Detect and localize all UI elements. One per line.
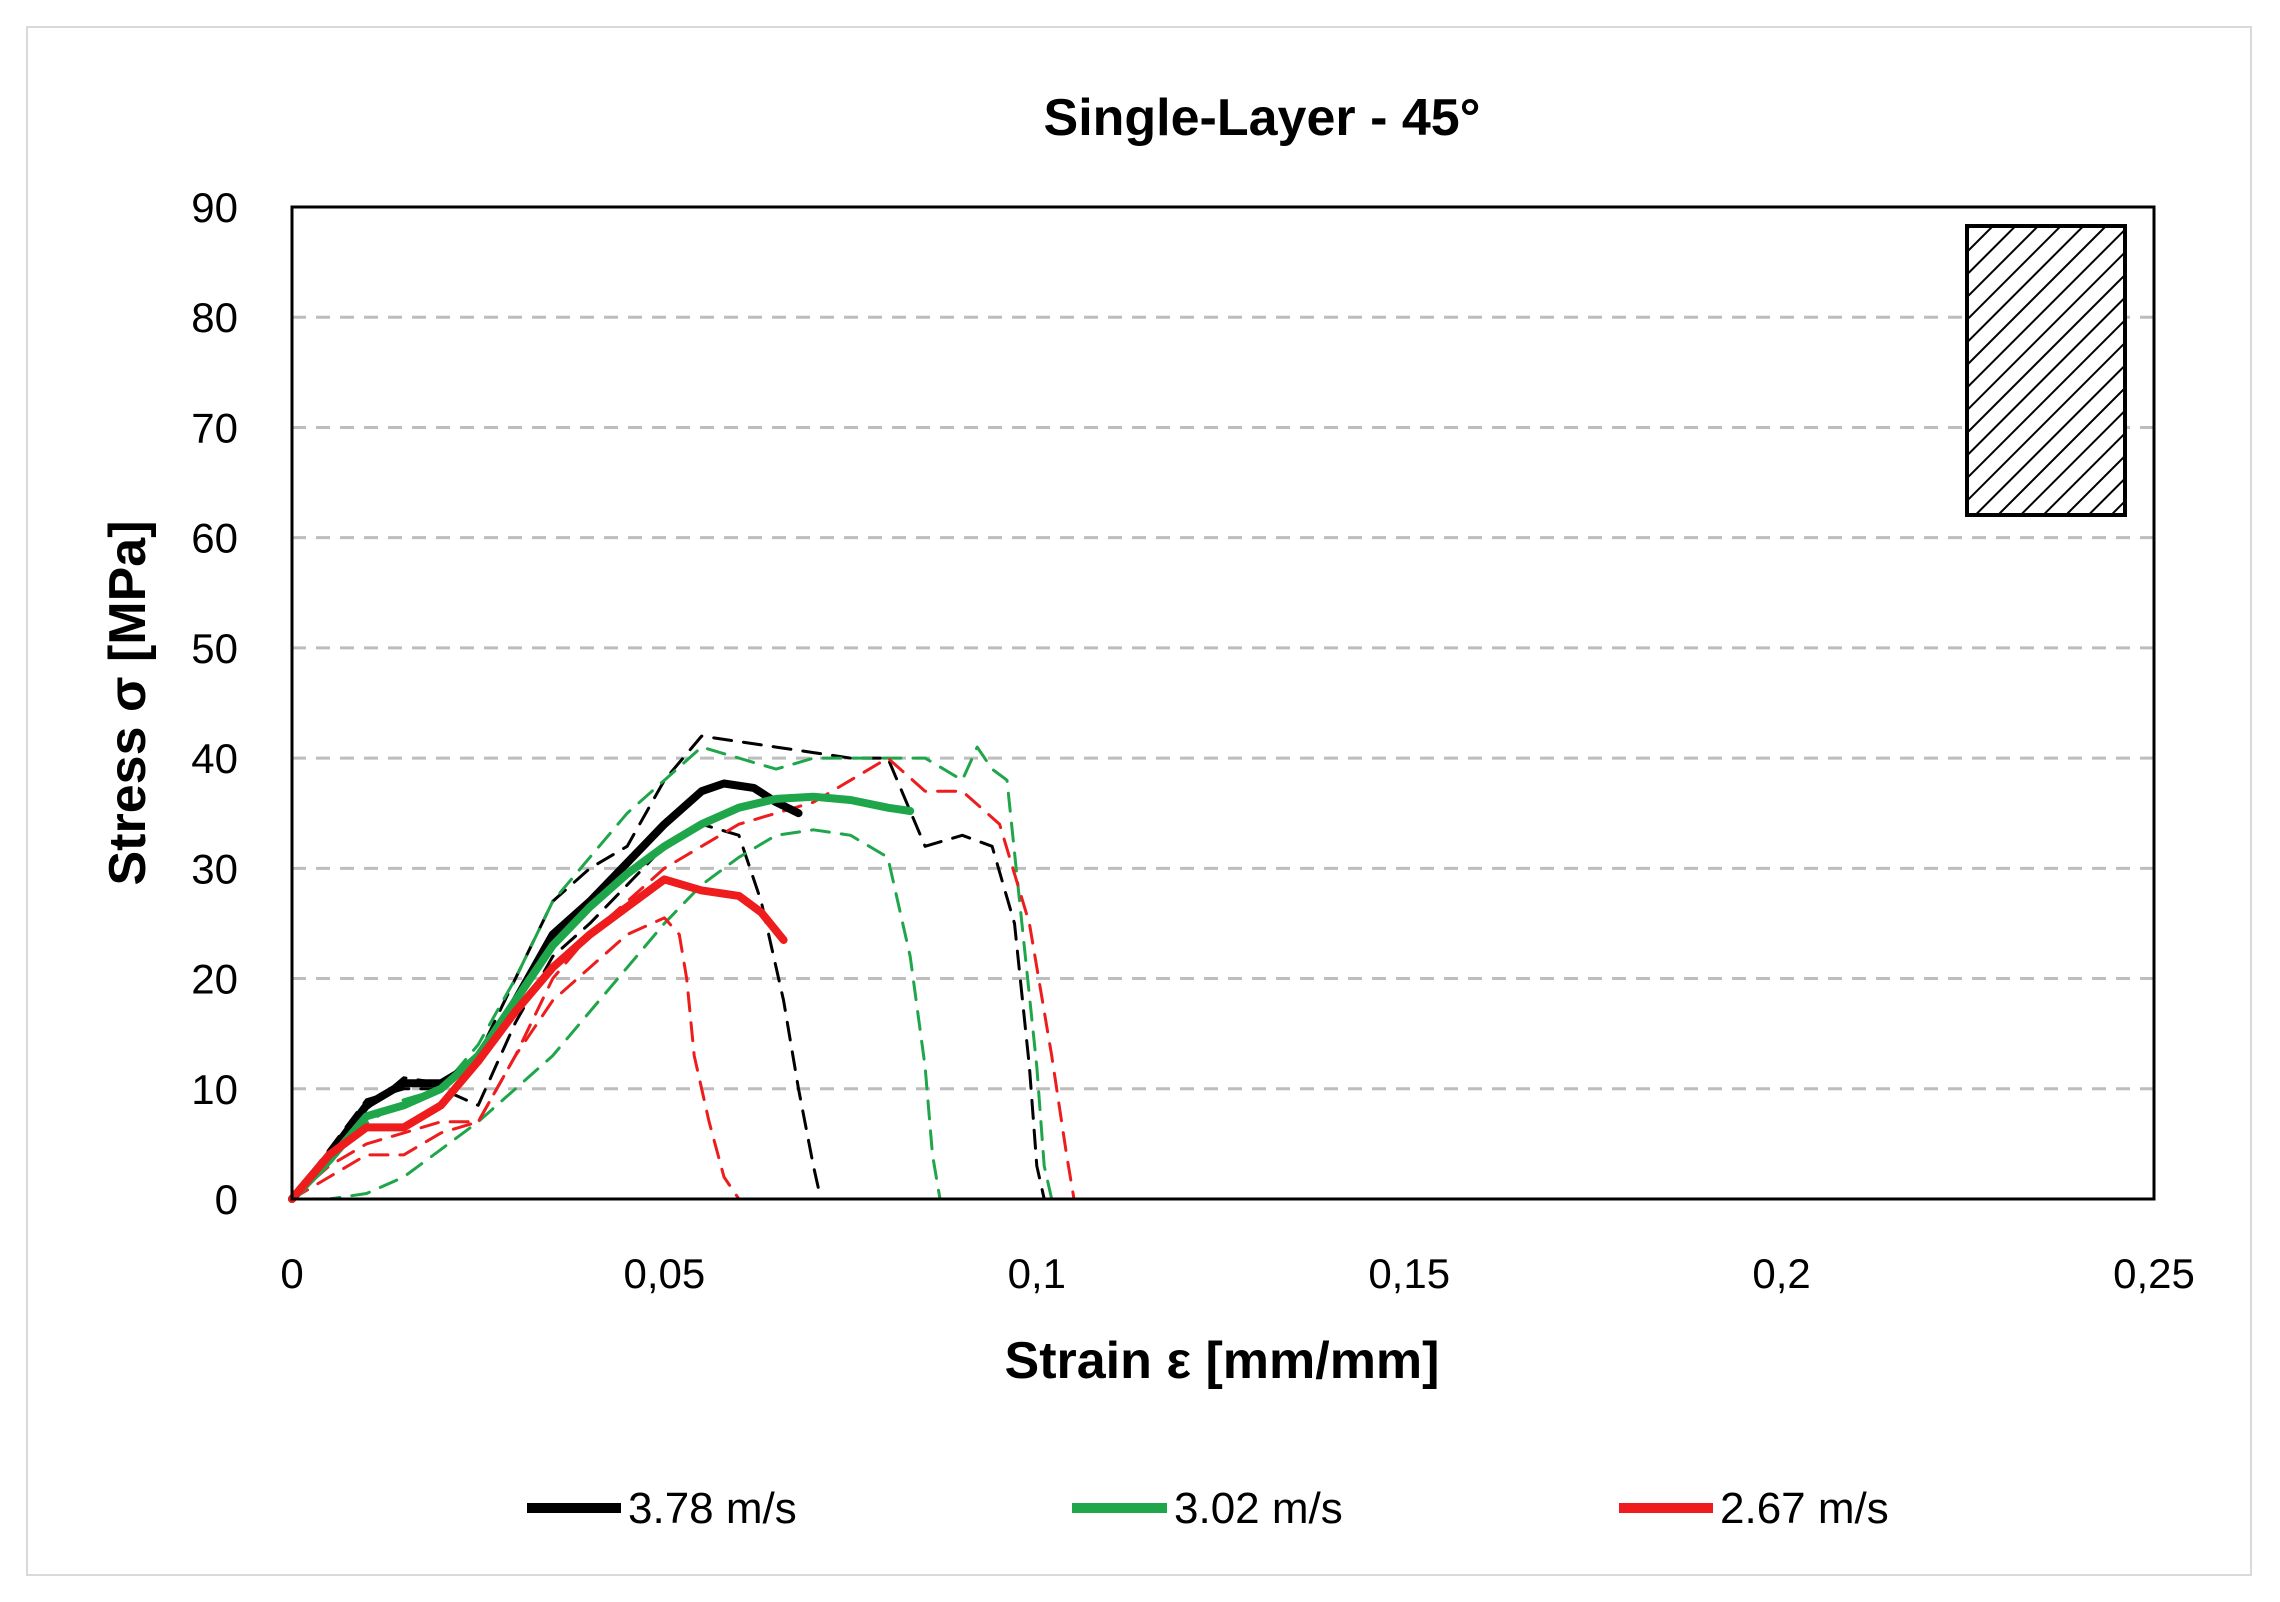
series-line-mean-378 xyxy=(288,779,803,1203)
legend-label-2-67: 2.67 m/s xyxy=(1720,1484,1889,1533)
x-axis-ticks: 0 0,05 0,1 0,15 0,2 0,25 xyxy=(280,1250,2195,1297)
x-tick-label: 0,1 xyxy=(1008,1250,1066,1297)
y-tick-label: 50 xyxy=(191,625,238,672)
plot-area-border xyxy=(290,205,2156,1201)
y-tick-label: 0 xyxy=(215,1176,238,1223)
hatched-specimen-icon xyxy=(1965,224,2127,517)
legend-label-3-78: 3.78 m/s xyxy=(628,1484,797,1533)
y-tick-label: 60 xyxy=(191,515,238,562)
y-tick-label: 80 xyxy=(191,294,238,341)
y-tick-label: 70 xyxy=(191,404,238,451)
chart-title: Single-Layer - 45° xyxy=(1044,89,1481,147)
x-tick-label: 0 xyxy=(280,1250,303,1297)
series-line-dashed-378 xyxy=(290,734,1046,1201)
y-tick-label: 20 xyxy=(191,956,238,1003)
y-tick-label: 90 xyxy=(191,184,238,231)
y-tick-label: 10 xyxy=(191,1066,238,1113)
series-line-mean-302 xyxy=(288,792,915,1203)
series-line-dashed-302 xyxy=(290,828,942,1201)
x-tick-label: 0,15 xyxy=(1368,1250,1450,1297)
y-axis-ticks: 0 10 20 30 40 50 60 70 80 90 xyxy=(191,184,238,1223)
y-axis-title: Stress σ [MPa] xyxy=(99,520,157,885)
series-group xyxy=(288,734,1076,1203)
gridlines xyxy=(292,315,2154,1091)
series-line-dashed-267 xyxy=(290,756,1076,1201)
legend-label-3-02: 3.02 m/s xyxy=(1174,1484,1343,1533)
y-tick-label: 30 xyxy=(191,845,238,892)
series-line-dashed-302 xyxy=(290,745,1054,1201)
chart-frame xyxy=(26,26,2252,1576)
x-tick-label: 0,25 xyxy=(2113,1250,2195,1297)
series-line-mean-267 xyxy=(288,875,788,1203)
series-line-dashed-267 xyxy=(290,916,741,1201)
legend: 3.78 m/s 3.02 m/s 2.67 m/s xyxy=(527,1484,1889,1533)
x-axis-title: Strain ε [mm/mm] xyxy=(1005,1332,1440,1390)
series-line-dashed-378 xyxy=(290,822,823,1201)
x-tick-label: 0,05 xyxy=(624,1250,706,1297)
x-tick-label: 0,2 xyxy=(1752,1250,1810,1297)
y-tick-label: 40 xyxy=(191,735,238,782)
